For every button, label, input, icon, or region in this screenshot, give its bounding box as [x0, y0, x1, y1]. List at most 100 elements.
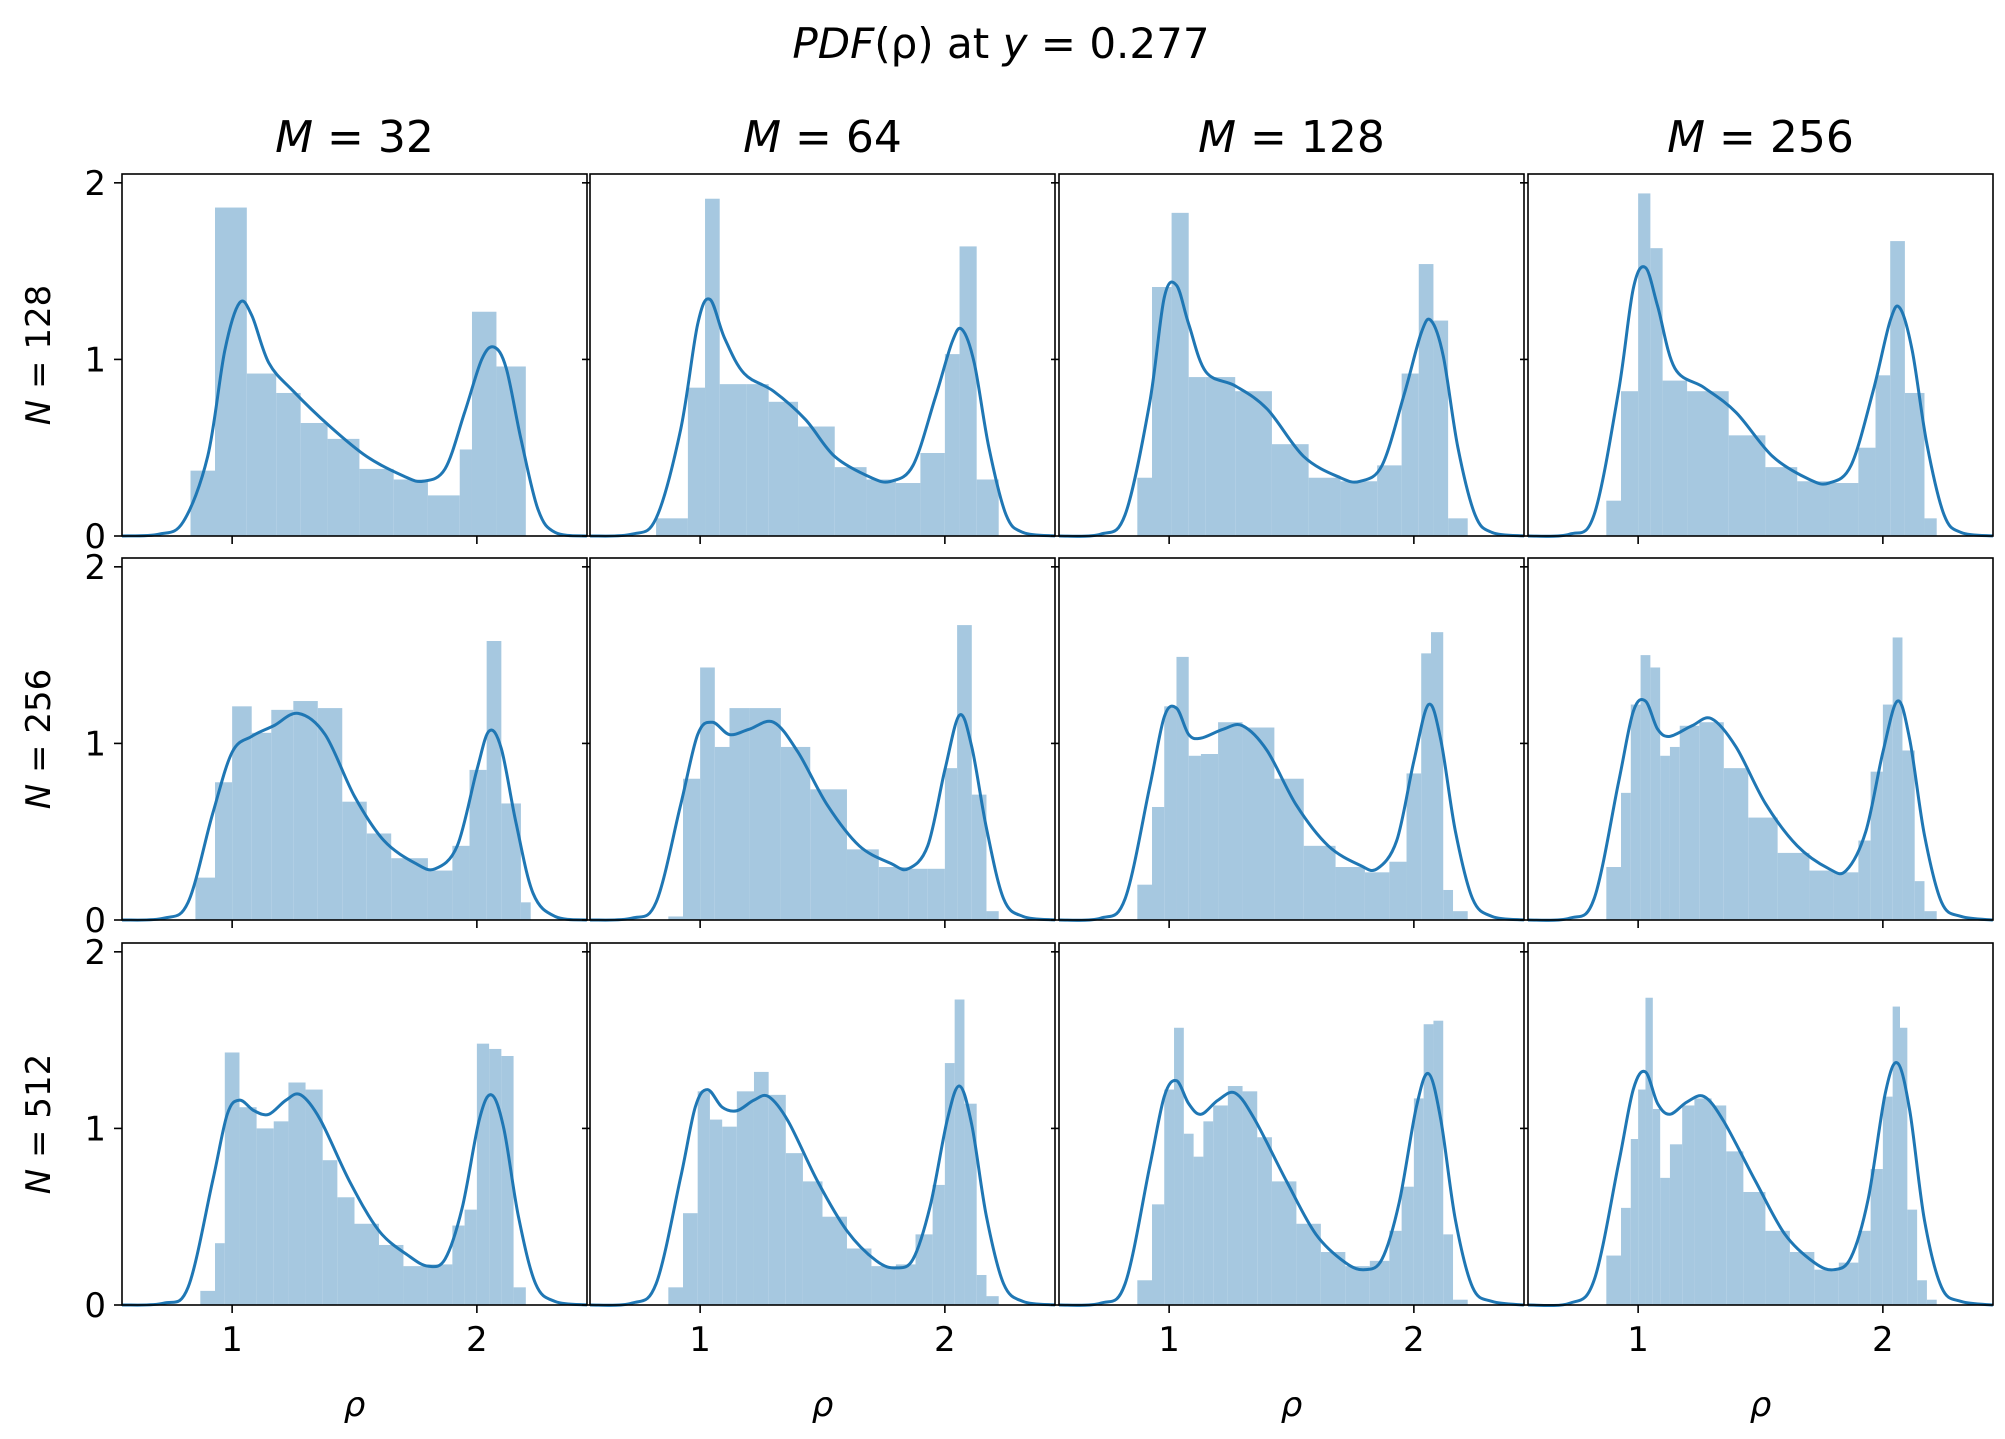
histogram-bar [944, 354, 960, 536]
histogram-bar [1193, 1156, 1204, 1305]
histogram-bar [1340, 481, 1378, 536]
histogram-bar [959, 246, 977, 536]
histogram-bar [1645, 997, 1653, 1305]
y-tick-label: 0 [84, 901, 106, 941]
histogram-bar [768, 1094, 786, 1305]
histogram-bar [1765, 467, 1798, 536]
x-tick-label: 1 [1158, 1320, 1180, 1360]
histogram-bar [1271, 444, 1309, 536]
histogram-bar [927, 868, 945, 920]
histogram-bar [971, 794, 987, 920]
panel-frame [1527, 173, 1994, 537]
panel-frame [1527, 942, 1994, 1306]
histogram-bar [1621, 792, 1631, 920]
histogram-bar [1728, 435, 1766, 536]
histogram-bar [1900, 1027, 1908, 1305]
histogram-bar [251, 732, 272, 920]
column-title: M = 256 [1667, 112, 1854, 163]
x-tick-label: 2 [1872, 1320, 1894, 1360]
histogram-bar [486, 641, 502, 920]
histogram-bar [749, 708, 781, 920]
histogram-bar [1152, 287, 1172, 536]
histogram-bar [1448, 518, 1468, 536]
histogram-bar [489, 1048, 502, 1305]
histogram-bar [1235, 391, 1272, 536]
histogram-bar [1413, 1098, 1424, 1305]
histogram-bar [683, 778, 701, 920]
histogram-bar [683, 1213, 698, 1305]
histogram-bar [866, 479, 896, 536]
panel-r3-c2: 1 2 ρ [582, 942, 1056, 1425]
histogram-bar [785, 1153, 803, 1305]
histogram-bar [1875, 375, 1891, 536]
histogram-bar [846, 1248, 872, 1305]
histogram-bar [1726, 1151, 1744, 1305]
histogram-bar [1213, 1105, 1228, 1305]
histogram-bar [1914, 881, 1925, 920]
y-tick-label: 2 [84, 164, 106, 204]
histogram-bar [1257, 1137, 1272, 1305]
histogram-bar [719, 384, 747, 536]
histogram-bar [1227, 1086, 1243, 1305]
histogram-bar [232, 706, 252, 920]
histogram-bar [190, 470, 215, 536]
histogram-bar [1203, 1121, 1214, 1305]
panel-r1-c4 [1520, 173, 1994, 544]
histogram-bar [908, 868, 928, 920]
histogram-bar [846, 849, 879, 920]
histogram-bar [1433, 320, 1449, 536]
histogram-bar [200, 1290, 215, 1305]
histogram-bar [1621, 391, 1639, 536]
histogram-bar [834, 467, 867, 536]
histogram-bar [215, 782, 233, 920]
suptitle-value: = 0.277 [1027, 19, 1209, 68]
x-tick-label: 2 [466, 1320, 488, 1360]
histogram-bar [471, 311, 497, 536]
column-title-value: = 256 [1705, 112, 1854, 163]
histogram-bar [1797, 481, 1830, 536]
histogram-bar [1650, 667, 1661, 920]
histogram-bar [1431, 632, 1444, 920]
suptitle-rho-part: (ρ) at [874, 19, 1002, 68]
histogram-bar [1650, 248, 1663, 537]
panel-r1-c3 [1051, 173, 1525, 544]
histogram-bar [1377, 465, 1402, 536]
histogram-bar [1242, 1091, 1258, 1305]
kde-curve [121, 299, 588, 538]
histogram-bar [986, 911, 999, 920]
histogram-bar [327, 438, 360, 536]
histogram-bar [722, 1126, 737, 1305]
panel-frame [121, 173, 588, 537]
histogram-bar [687, 387, 706, 536]
kde-curve [121, 1092, 588, 1307]
row-label: N = 256 [19, 669, 59, 809]
histogram-bar [378, 1244, 404, 1305]
histogram-bar [300, 422, 328, 536]
histogram-bar [1389, 861, 1407, 920]
histogram-bar [1188, 755, 1201, 920]
histogram-bar [1687, 391, 1729, 536]
histogram-bar [469, 769, 487, 920]
suptitle-y: y [1001, 19, 1029, 68]
histogram-bar [1200, 754, 1219, 920]
histogram-bar [878, 867, 909, 920]
histogram-bar [1401, 1186, 1414, 1305]
histogram-bar [1335, 867, 1365, 920]
x-axis-label: ρ [1281, 1385, 1303, 1425]
histogram-bar [427, 495, 460, 536]
column-title-value: = 64 [781, 112, 902, 163]
column-title-value: = 32 [313, 112, 434, 163]
histogram-bar [1152, 806, 1165, 920]
histogram-bar [1630, 1139, 1639, 1305]
histogram-bar [1303, 845, 1336, 920]
histogram-bar [427, 1264, 453, 1305]
histogram-bar [1638, 193, 1651, 537]
histogram-bar [1183, 1133, 1194, 1305]
kde-curve [1058, 280, 1525, 538]
histogram-bar [1218, 722, 1243, 920]
histogram-bar [1433, 1020, 1444, 1305]
kde-curve [1527, 1061, 1994, 1308]
histogram-bar [1809, 870, 1834, 920]
histogram-bar [932, 1184, 945, 1305]
